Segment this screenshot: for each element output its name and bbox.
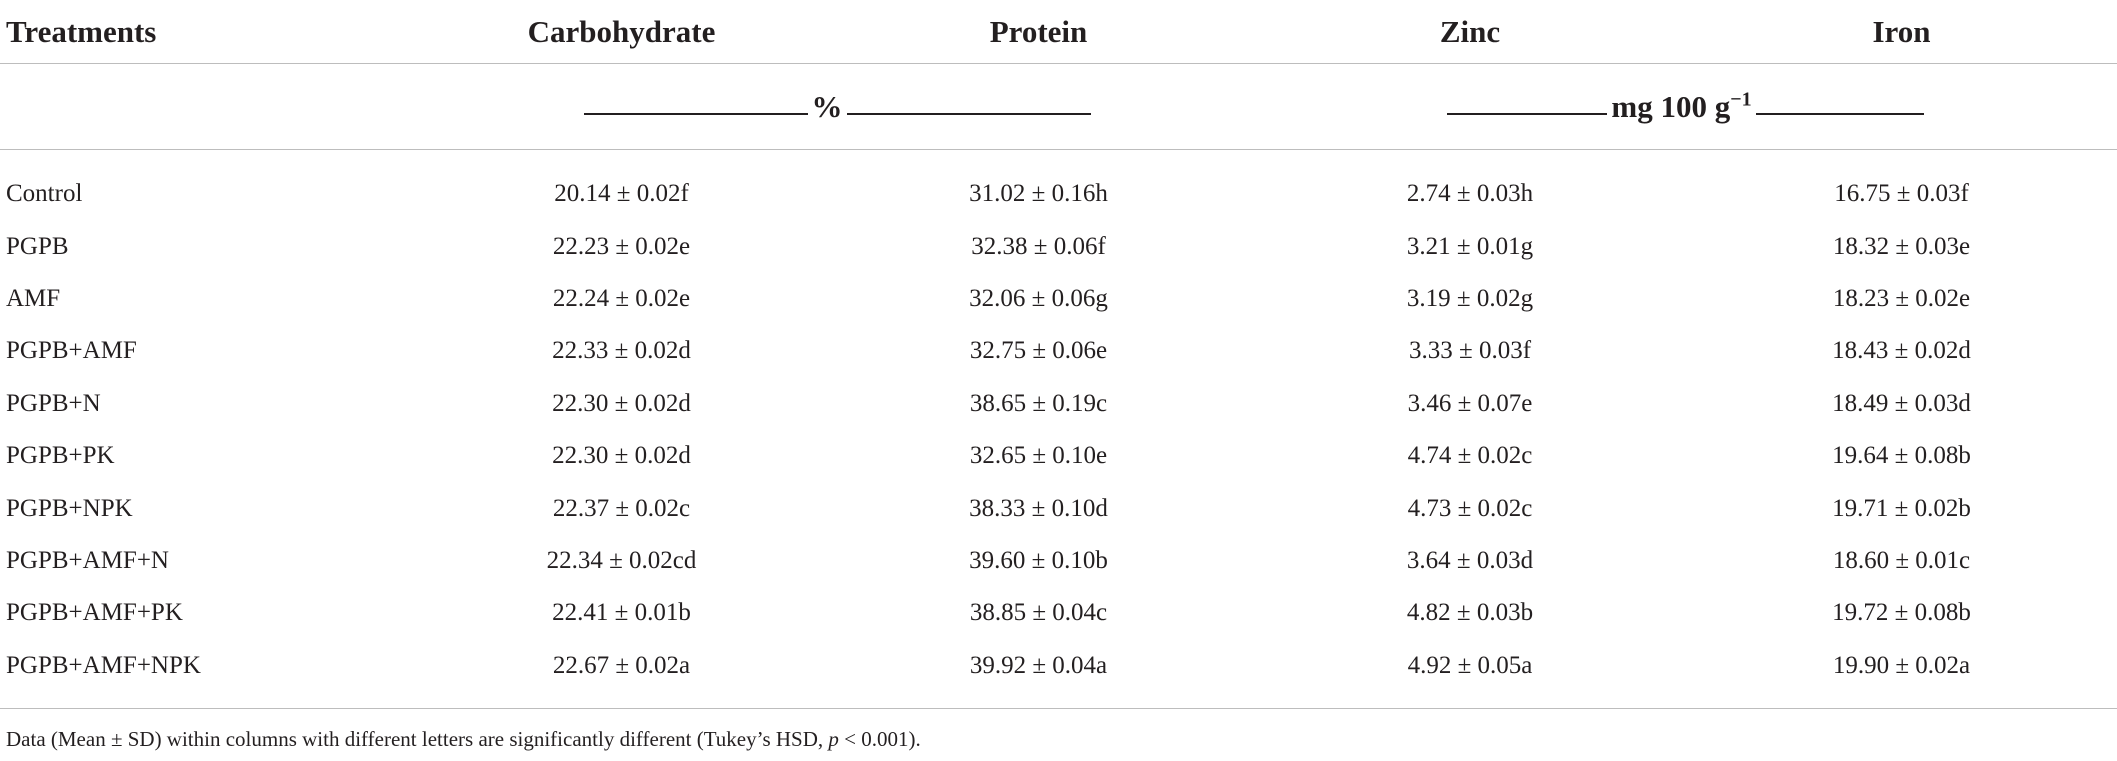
cell-iron: 19.72 ± 0.08b [1832,599,1971,627]
nutrient-table: Treatments Carbohydrate Protein Zinc Iro… [0,0,2117,709]
cell-carbohydrate: 22.30 ± 0.02d [552,389,691,417]
cell-carbohydrate: 22.37 ± 0.02c [552,494,691,522]
footnote-text-before: Data (Mean ± SD) within columns with dif… [6,727,829,751]
table-footnote: Data (Mean ± SD) within columns with dif… [6,727,921,752]
cell-iron: 19.64 ± 0.08b [1832,442,1971,470]
header-row: Treatments Carbohydrate Protein Zinc Iro… [0,0,2117,64]
cell-carbohydrate: 22.24 ± 0.02e [552,284,691,312]
unit-rule-right [846,112,1091,115]
footnote-p-symbol: p [828,727,839,751]
cell-protein: 31.02 ± 0.16h [969,180,1108,208]
cell-zinc: 3.46 ± 0.07e [1407,389,1533,417]
cell-protein: 39.60 ± 0.10b [969,546,1108,574]
cell-carbohydrate: 22.23 ± 0.02e [552,232,691,260]
cell-iron: 18.43 ± 0.02d [1832,337,1971,365]
cell-protein: 38.33 ± 0.10d [969,494,1108,522]
cell-zinc: 4.74 ± 0.02c [1407,442,1533,470]
table-body: Control 20.14 ± 0.02f 31.02 ± 0.16h 2.74… [0,150,2117,709]
footnote-text-after: < 0.001). [838,727,921,751]
unit-mass-exponent: −1 [1730,88,1752,111]
cell-protein: 32.75 ± 0.06e [969,337,1108,365]
header-zinc: Zinc [1254,0,1686,64]
cell-treatment: PGPB [6,232,69,260]
cell-treatment: PGPB+AMF+NPK [0,639,420,709]
unit-mass: mg 100 g−1 [1254,63,2117,150]
cell-zinc: 3.33 ± 0.03f [1408,337,1532,365]
cell-iron: 18.49 ± 0.03d [1832,389,1971,417]
unit-row: % mg 100 g−1 [0,63,2117,150]
table-row: PGPB+AMF+NPK 22.67 ± 0.02a 39.92 ± 0.04a… [0,639,2117,709]
table-row: PGPB+AMF+N 22.34 ± 0.02cd 39.60 ± 0.10b … [0,535,2117,587]
cell-carbohydrate: 22.41 ± 0.01b [552,599,691,627]
cell-treatment: PGPB+PK [6,442,115,470]
table-row: PGPB+N 22.30 ± 0.02d 38.65 ± 0.19c 3.46 … [0,378,2117,430]
cell-iron: 18.32 ± 0.03e [1832,232,1971,260]
cell-treatment: Control [6,180,83,208]
table-row: PGPB+AMF+PK 22.41 ± 0.01b 38.85 ± 0.04c … [0,587,2117,639]
cell-treatment: PGPB+AMF+N [6,546,169,574]
cell-zinc: 3.21 ± 0.01g [1406,232,1534,260]
table-row: AMF 22.24 ± 0.02e 32.06 ± 0.06g 3.19 ± 0… [0,273,2117,325]
cell-zinc: 4.92 ± 0.05a [1254,639,1686,709]
unit-percent-label: % [811,88,843,124]
cell-carbohydrate: 22.33 ± 0.02d [552,337,691,365]
table-row: PGPB+NPK 22.37 ± 0.02c 38.33 ± 0.10d 4.7… [0,482,2117,534]
cell-protein: 38.65 ± 0.19c [969,389,1108,417]
table-row: PGPB+AMF 22.33 ± 0.02d 32.75 ± 0.06e 3.3… [0,325,2117,377]
header-carbohydrate: Carbohydrate [420,0,823,64]
unit-rule-left [1447,112,1608,115]
cell-zinc: 3.19 ± 0.02g [1406,284,1534,312]
cell-treatment: AMF [6,284,61,312]
cell-treatment: PGPB+AMF [6,337,137,365]
unit-rule-right [1755,112,1924,115]
header-iron: Iron [1686,0,2117,64]
table-row: Control 20.14 ± 0.02f 31.02 ± 0.16h 2.74… [0,150,2117,221]
cell-zinc: 4.82 ± 0.03b [1406,599,1534,627]
header-treatments: Treatments [0,0,420,64]
cell-iron: 19.71 ± 0.02b [1832,494,1971,522]
cell-iron: 16.75 ± 0.03f [1834,180,1969,208]
cell-zinc: 4.73 ± 0.02c [1407,494,1533,522]
unit-percent: % [420,63,1254,150]
cell-treatment: PGPB+N [6,389,101,417]
cell-protein: 32.06 ± 0.06g [969,284,1108,312]
cell-protein: 38.85 ± 0.04c [969,599,1108,627]
cell-carbohydrate: 20.14 ± 0.02f [554,180,689,208]
cell-treatment: PGPB+NPK [6,494,133,522]
cell-iron: 19.90 ± 0.02a [1686,639,2117,709]
header-protein: Protein [823,0,1254,64]
cell-zinc: 2.74 ± 0.03h [1406,180,1534,208]
cell-carbohydrate: 22.67 ± 0.02a [420,639,823,709]
unit-mass-label: mg 100 g−1 [1611,89,1751,125]
cell-iron: 18.60 ± 0.01c [1832,546,1971,574]
unit-rule-left [583,112,808,115]
cell-treatment: PGPB+AMF+PK [6,599,183,627]
cell-protein: 32.38 ± 0.06f [971,232,1106,260]
unit-mass-base: mg 100 g [1611,88,1731,124]
unit-cell-empty [0,63,420,150]
cell-protein: 39.92 ± 0.04a [823,639,1254,709]
cell-iron: 18.23 ± 0.02e [1832,284,1971,312]
table-row: PGPB+PK 22.30 ± 0.02d 32.65 ± 0.10e 4.74… [0,430,2117,482]
table-row: PGPB 22.23 ± 0.02e 32.38 ± 0.06f 3.21 ± … [0,220,2117,272]
cell-carbohydrate: 22.34 ± 0.02cd [546,546,697,574]
cell-protein: 32.65 ± 0.10e [969,442,1108,470]
cell-carbohydrate: 22.30 ± 0.02d [552,442,691,470]
cell-zinc: 3.64 ± 0.03d [1406,546,1534,574]
